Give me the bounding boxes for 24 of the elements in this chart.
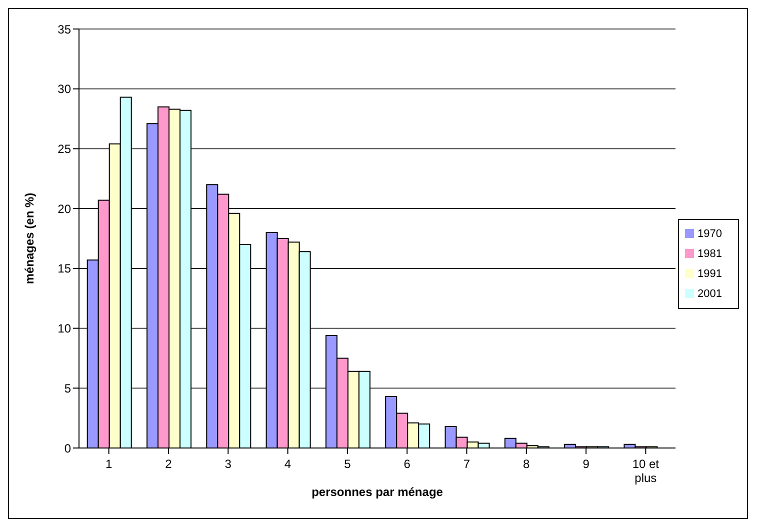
- y-tick-label: 15: [58, 262, 72, 276]
- legend-label: 1981: [698, 248, 722, 260]
- y-tick-label: 5: [64, 381, 72, 396]
- y-tick-label: 30: [58, 82, 72, 96]
- x-tick-label: 4: [284, 457, 292, 471]
- x-tick-label: 5: [344, 457, 352, 471]
- x-tick-label: 8: [523, 457, 530, 471]
- x-tick-label: 9: [582, 457, 590, 471]
- legend-label: 2001: [698, 288, 722, 300]
- x-tick-label: 10 et plus: [632, 457, 660, 485]
- y-tick-label: 0: [64, 441, 72, 456]
- x-tick-label: 2: [165, 457, 172, 471]
- y-axis-title: ménages (en %): [22, 192, 36, 284]
- x-tick-label: 7: [463, 457, 470, 471]
- y-tick-label: 35: [58, 22, 72, 36]
- legend-label: 1991: [698, 268, 722, 280]
- y-tick-label: 25: [58, 142, 72, 156]
- y-tick-label: 10: [58, 322, 72, 336]
- x-tick-label: 3: [224, 457, 232, 471]
- legend-label: 1970: [698, 228, 722, 240]
- x-axis-title: personnes par ménage: [312, 485, 444, 499]
- x-tick-label: 6: [404, 457, 411, 471]
- y-tick-label: 20: [58, 202, 72, 216]
- x-tick-label: 1: [105, 457, 112, 471]
